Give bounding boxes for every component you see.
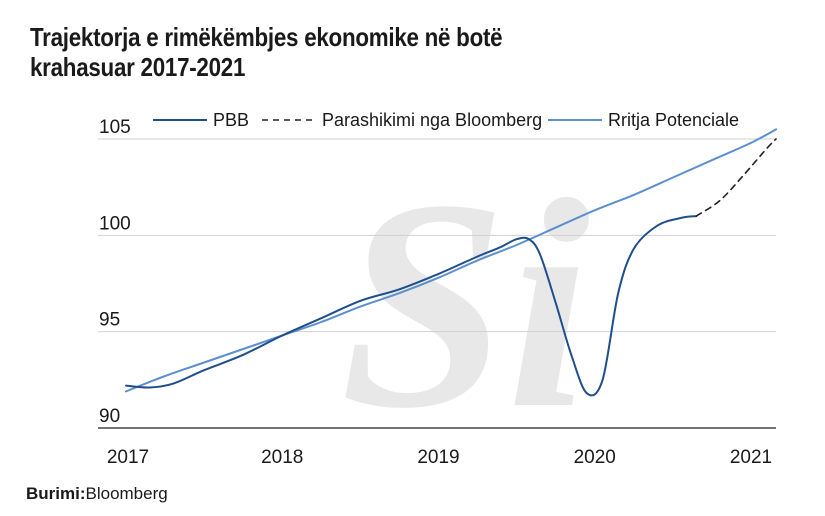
source-label: Burimi: [26, 484, 86, 503]
legend: PBB Parashikimi nga Bloomberg Rritja Poten… [153, 110, 739, 130]
svg-text:Si: Si [340, 138, 591, 470]
chart-title: Trajektorja e rimëkëmbjes ekonomike në b… [30, 22, 503, 82]
series-line-pbb [125, 215, 698, 397]
chart-title-line-2: krahasuar 2017-2021 [30, 52, 246, 82]
source-value: Bloomberg [85, 484, 168, 503]
grid-lines [98, 138, 776, 429]
series-lines [125, 128, 777, 397]
series-line-parashikimi-nga-bloomberg [695, 138, 777, 217]
y-tick-label-90: 90 [99, 406, 120, 427]
source-note: Burimi:Bloomberg [26, 484, 168, 504]
legend-label-parashikimi-nga-bloomberg: Parashikimi nga Bloomberg [322, 110, 542, 130]
legend-label-pbb: PBB [213, 110, 249, 130]
legend-label-rritja-potenciale: Rritja Potenciale [608, 110, 739, 130]
x-axis-ticks: 2017 2018 2019 2020 2021 [107, 447, 772, 468]
y-tick-label-105: 105 [99, 117, 131, 138]
x-tick-label-2019: 2019 [417, 447, 459, 468]
x-tick-label-2018: 2018 [261, 447, 303, 468]
x-tick-label-2021: 2021 [730, 447, 772, 468]
x-tick-label-2017: 2017 [107, 447, 149, 468]
watermark-logo: Si [340, 138, 591, 470]
y-tick-label-95: 95 [99, 310, 120, 331]
x-tick-label-2020: 2020 [574, 447, 616, 468]
y-tick-label-100: 100 [99, 213, 131, 234]
series-line-rritja-potenciale [125, 128, 777, 393]
y-axis-ticks: 90 95 100 105 [99, 117, 131, 427]
chart-title-line-1: Trajektorja e rimëkëmbjes ekonomike në b… [30, 22, 503, 52]
